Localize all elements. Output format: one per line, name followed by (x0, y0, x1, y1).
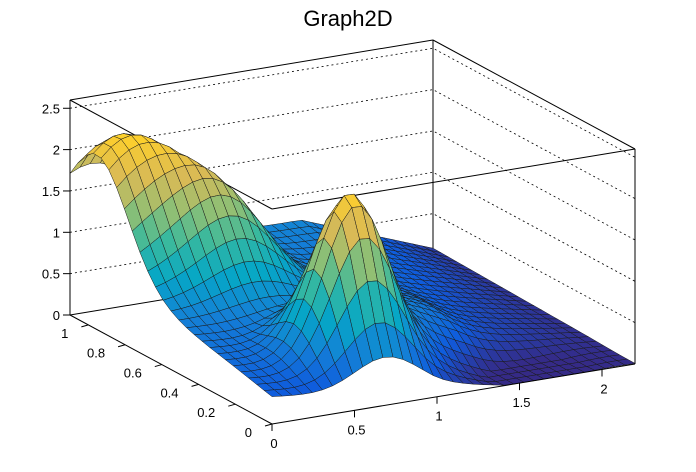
tick-label: 1 (61, 326, 68, 341)
tick-label: 1.5 (512, 395, 530, 410)
axis-box-back (69, 39, 636, 365)
top-back-edge (69, 39, 434, 101)
surface-plot (69, 133, 636, 397)
y-tick (117, 344, 126, 348)
tick-label: 0.5 (347, 422, 365, 437)
tick-label: 0.8 (87, 346, 105, 361)
surface-cell (616, 358, 636, 366)
z-gridline (69, 213, 636, 324)
y-tick (81, 324, 89, 328)
tick-label: 0 (245, 425, 252, 440)
tick-label: 0 (270, 436, 277, 451)
y-tick (228, 403, 236, 407)
tick-label: 1 (53, 225, 60, 240)
y-tick (264, 423, 273, 427)
z-gridline (69, 47, 636, 158)
y-tick (154, 364, 162, 368)
x-axis (271, 363, 636, 425)
tick-label: 2 (600, 381, 607, 396)
chart-title: Graph2D (303, 6, 392, 31)
tick-label: 0.2 (197, 405, 215, 420)
axis-box-front (69, 100, 636, 425)
tick-label: 0 (53, 308, 60, 323)
z-gridline (69, 89, 636, 199)
tick-label: 0.5 (42, 267, 60, 282)
tick-label: 1 (435, 409, 442, 424)
tick-label: 0.6 (124, 366, 142, 381)
top-right-edge (432, 39, 636, 150)
tick-label: 1.5 (42, 184, 60, 199)
y-tick (191, 383, 199, 387)
z-gridline (69, 130, 636, 241)
top-front-edge (271, 148, 636, 210)
tick-label: 2.5 (42, 101, 60, 116)
z-gridline (69, 171, 636, 282)
y-axis (69, 314, 273, 425)
tick-label: 2 (53, 143, 60, 158)
tick-label: 0.4 (160, 385, 178, 400)
